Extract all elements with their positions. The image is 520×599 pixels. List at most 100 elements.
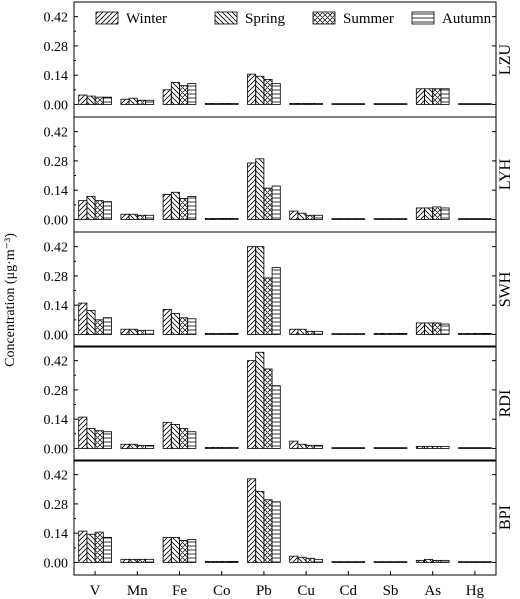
y-tick-label: 0.14 (44, 69, 69, 84)
bar-rdi-co-winter (204, 447, 214, 449)
x-axis-ticks: V Mn Fe Co Pb Cu Cd Sb As Hg (90, 571, 485, 599)
bar-swh-pb-spring (255, 246, 265, 335)
bar-lyh-mn-autumn (145, 214, 155, 220)
bar-lyh-pb-autumn (271, 185, 281, 220)
bar-bpi-as-spring (424, 558, 434, 563)
bar-lzu-as-summer (432, 88, 442, 105)
bar-lzu-v-spring (86, 95, 96, 105)
bar-bpi-fe-spring (170, 536, 180, 563)
bar-swh-sb-autumn (398, 333, 408, 335)
legend-label-winter: Winter (126, 11, 167, 27)
bar-rdi-hg-spring (466, 447, 476, 449)
bar-rdi-as-summer (432, 445, 442, 449)
bar-lzu-v-winter (78, 94, 88, 105)
y-tick-label: 0.14 (44, 413, 69, 428)
bar-lyh-fe-summer (179, 198, 189, 220)
bar-lzu-sb-summer (390, 103, 400, 105)
bar-lzu-cu-autumn (313, 103, 323, 105)
bar-rdi-cu-spring (297, 443, 307, 449)
bar-rdi-co-spring (213, 447, 223, 449)
bar-swh-fe-autumn (187, 318, 197, 335)
bar-swh-cu-autumn (313, 330, 323, 335)
y-tick-label: 0.28 (44, 155, 69, 170)
panel-site-label: BPI (497, 505, 514, 530)
bar-swh-sb-summer (390, 333, 400, 335)
bar-rdi-cu-winter (289, 440, 299, 449)
bar-rdi-cu-summer (305, 444, 315, 449)
bar-bpi-cu-spring (297, 556, 307, 563)
bar-lyh-cu-winter (289, 210, 299, 220)
bar-lyh-hg-summer (474, 218, 484, 220)
bar-swh-hg-autumn (482, 333, 492, 335)
bar-swh-v-winter (78, 302, 88, 335)
bar-swh-as-autumn (440, 323, 450, 335)
bar-rdi-hg-summer (474, 447, 484, 449)
panel-frame (73, 345, 497, 462)
bar-swh-mn-winter (120, 328, 130, 335)
bar-rdi-fe-spring (170, 424, 180, 449)
bar-bpi-fe-autumn (187, 539, 197, 563)
bar-swh-co-winter (204, 333, 214, 335)
bar-rdi-cd-spring (339, 447, 349, 449)
bar-lyh-cd-autumn (356, 218, 366, 220)
bar-lzu-sb-autumn (398, 103, 408, 105)
bar-lyh-fe-spring (170, 191, 180, 220)
bar-lzu-co-winter (204, 103, 214, 105)
bar-bpi-co-autumn (229, 561, 239, 563)
y-tick-label: 0.14 (44, 527, 69, 542)
bar-rdi-fe-winter (162, 421, 172, 449)
bar-lyh-co-autumn (229, 218, 239, 220)
bar-bpi-fe-winter (162, 536, 172, 563)
bar-lzu-mn-autumn (145, 99, 155, 105)
y-tick-label: 0.14 (44, 299, 69, 314)
panel-lzu: 0.00 0.14 0.28 0.42 LZU (44, 1, 514, 118)
bar-swh-fe-summer (179, 317, 189, 335)
bar-rdi-mn-summer (136, 444, 146, 449)
bar-swh-sb-winter (373, 333, 383, 335)
bar-lyh-v-winter (78, 200, 88, 220)
bar-rdi-mn-spring (128, 443, 138, 449)
bar-bpi-co-winter (204, 561, 214, 563)
bar-lyh-cd-summer (347, 218, 357, 220)
bar-lyh-co-summer (221, 218, 231, 220)
bar-lzu-co-autumn (229, 103, 239, 105)
bar-rdi-cu-autumn (313, 444, 323, 449)
bar-lyh-mn-spring (128, 213, 138, 220)
y-tick-label: 0.00 (44, 556, 69, 571)
bar-rdi-fe-summer (179, 428, 189, 449)
bar-lzu-as-autumn (440, 88, 450, 105)
y-axis-label: Concentration (μg·m⁻³) (3, 233, 18, 367)
bar-swh-sb-spring (381, 333, 391, 335)
x-tick-label: Mn (127, 583, 148, 599)
bar-swh-cu-summer (305, 330, 315, 335)
bar-bpi-cu-summer (305, 557, 315, 563)
bar-bpi-hg-winter (458, 561, 468, 563)
bar-rdi-co-summer (221, 447, 231, 449)
bar-bpi-co-spring (213, 561, 223, 563)
legend-swatch-summer (312, 11, 336, 25)
bar-rdi-sb-spring (381, 447, 391, 449)
bar-lzu-cd-summer (347, 103, 357, 105)
bar-bpi-pb-autumn (271, 501, 281, 563)
bar-lzu-mn-winter (120, 98, 130, 105)
bar-swh-mn-spring (128, 328, 138, 335)
bar-lzu-v-summer (94, 96, 104, 105)
x-tick-label: Pb (256, 583, 272, 599)
bar-rdi-pb-summer (263, 368, 273, 449)
x-tick-label: Co (213, 583, 231, 599)
bar-lyh-cu-summer (305, 214, 315, 220)
panel-frame (73, 231, 497, 348)
y-tick-label: 0.42 (44, 469, 69, 484)
bar-rdi-pb-autumn (271, 385, 281, 449)
x-tick-label: Cu (297, 583, 315, 599)
bar-lzu-cd-winter (331, 103, 341, 105)
bar-rdi-hg-winter (458, 447, 468, 449)
bar-lzu-cu-winter (289, 103, 299, 105)
bar-bpi-v-spring (86, 533, 96, 563)
bar-rdi-co-autumn (229, 447, 239, 449)
bar-lzu-co-summer (221, 103, 231, 105)
bar-swh-cd-winter (331, 333, 341, 335)
y-tick-label: 0.28 (44, 384, 69, 399)
bar-bpi-sb-autumn (398, 561, 408, 563)
